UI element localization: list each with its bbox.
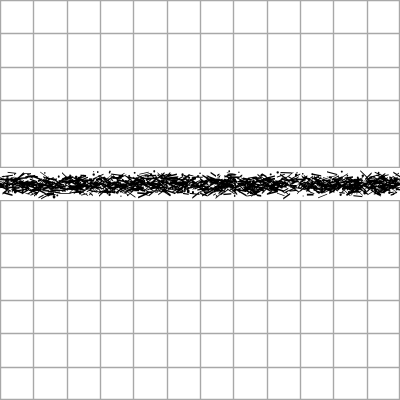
horizontal-brush-stroke <box>0 168 400 200</box>
brush-stroke-texture <box>0 170 400 200</box>
